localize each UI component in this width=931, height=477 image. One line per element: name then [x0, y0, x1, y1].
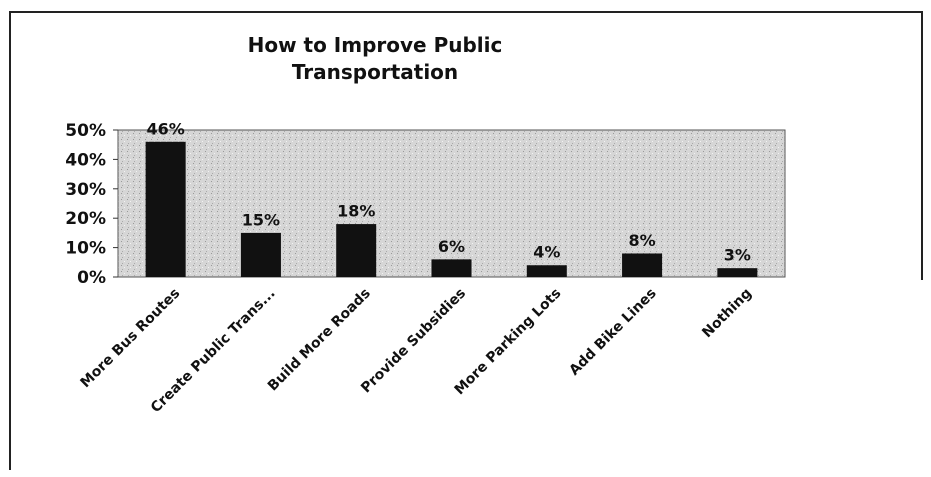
y-tick-label: 20%: [65, 209, 106, 229]
chart-border: [9, 11, 923, 470]
data-label: 4%: [533, 243, 560, 262]
bar: [431, 259, 472, 277]
chart-title: How to Improve Public Transportation: [247, 33, 503, 84]
x-tick-label: More Parking Lots: [452, 285, 565, 398]
data-label: 46%: [146, 119, 184, 138]
data-label: 3%: [724, 246, 751, 265]
bar: [336, 224, 377, 277]
x-tick-label: Nothing: [699, 285, 755, 341]
data-label: 18%: [337, 202, 375, 221]
y-tick-label: 10%: [65, 239, 106, 259]
x-tick-label: Add Bike Lines: [566, 285, 659, 378]
x-tick-label: Build More Roads: [265, 285, 374, 394]
x-tick-label: Provide Subsidies: [358, 285, 469, 396]
y-tick-label: 40%: [65, 150, 106, 170]
bar: [526, 265, 567, 277]
bar: [240, 232, 281, 277]
y-tick-label: 30%: [65, 180, 106, 200]
data-label: 8%: [628, 231, 655, 250]
y-tick-label: 0%: [77, 268, 106, 288]
data-label: 15%: [242, 210, 280, 229]
data-label: 6%: [438, 237, 465, 256]
bar: [717, 268, 758, 277]
x-tick-label: More Bus Routes: [78, 285, 184, 391]
y-tick-label: 50%: [65, 121, 106, 141]
bar: [622, 253, 663, 277]
bar: [145, 141, 186, 277]
